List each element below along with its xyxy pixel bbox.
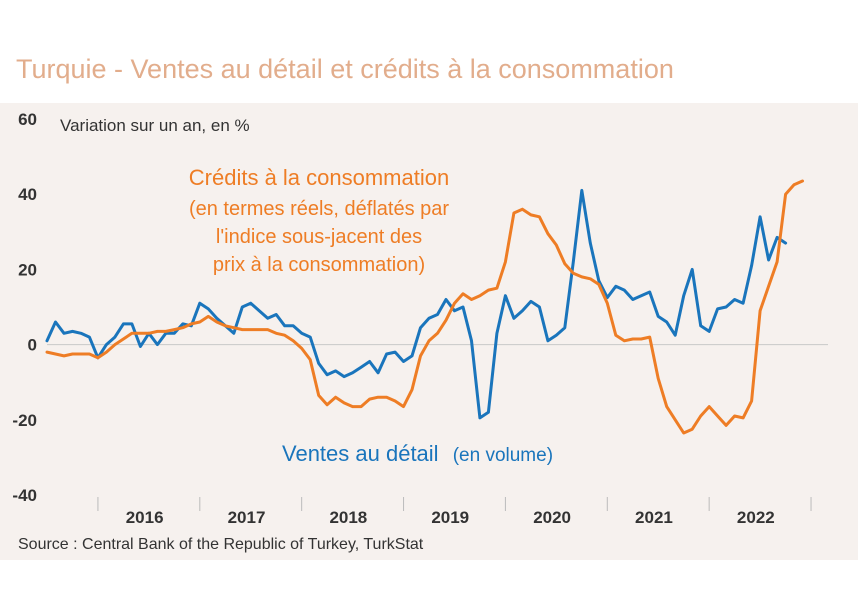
x-tick-label: 2021 — [635, 508, 673, 527]
y-axis-label: Variation sur un an, en % — [60, 116, 250, 135]
plot-background — [0, 103, 858, 560]
y-tick-label: 60 — [18, 110, 37, 129]
credit-annotation-line-4: prix à la consommation) — [213, 254, 425, 276]
y-tick-label: 20 — [18, 260, 37, 279]
x-tick-label: 2022 — [737, 508, 775, 527]
source-note: Source : Central Bank of the Republic of… — [18, 536, 424, 553]
x-tick-label: 2018 — [329, 508, 367, 527]
x-tick-label: 2016 — [126, 508, 164, 527]
x-tick-label: 2020 — [533, 508, 571, 527]
credit-annotation-line-1: Crédits à la consommation — [189, 165, 449, 190]
x-tick-label: 2017 — [228, 508, 266, 527]
x-tick-label: 2019 — [431, 508, 469, 527]
credit-annotation-line-2: (en termes réels, déflatés par — [189, 198, 449, 220]
chart-title: Turquie - Ventes au détail et crédits à … — [16, 54, 674, 84]
y-tick-label: 0 — [28, 336, 37, 355]
y-tick-label: -40 — [12, 486, 37, 505]
y-axis: 60 40 20 0 -20 -40 — [12, 110, 37, 505]
retail-annotation: Ventes au détail (en volume) — [282, 441, 553, 466]
credit-annotation: Crédits à la consommation (en termes rée… — [189, 165, 450, 276]
credit-series-line — [45, 179, 804, 435]
x-axis: 2016 2017 2018 2019 2020 2021 2022 — [97, 497, 812, 527]
retail-annotation-main: Ventes au détail — [282, 441, 439, 466]
y-tick-label: -20 — [12, 411, 37, 430]
retail-series-line — [45, 188, 788, 420]
retail-annotation-sub: (en volume) — [453, 445, 553, 466]
y-tick-label: 40 — [18, 185, 37, 204]
series-layer — [45, 179, 804, 435]
credit-annotation-line-3: l'indice sous-jacent des — [216, 226, 422, 248]
